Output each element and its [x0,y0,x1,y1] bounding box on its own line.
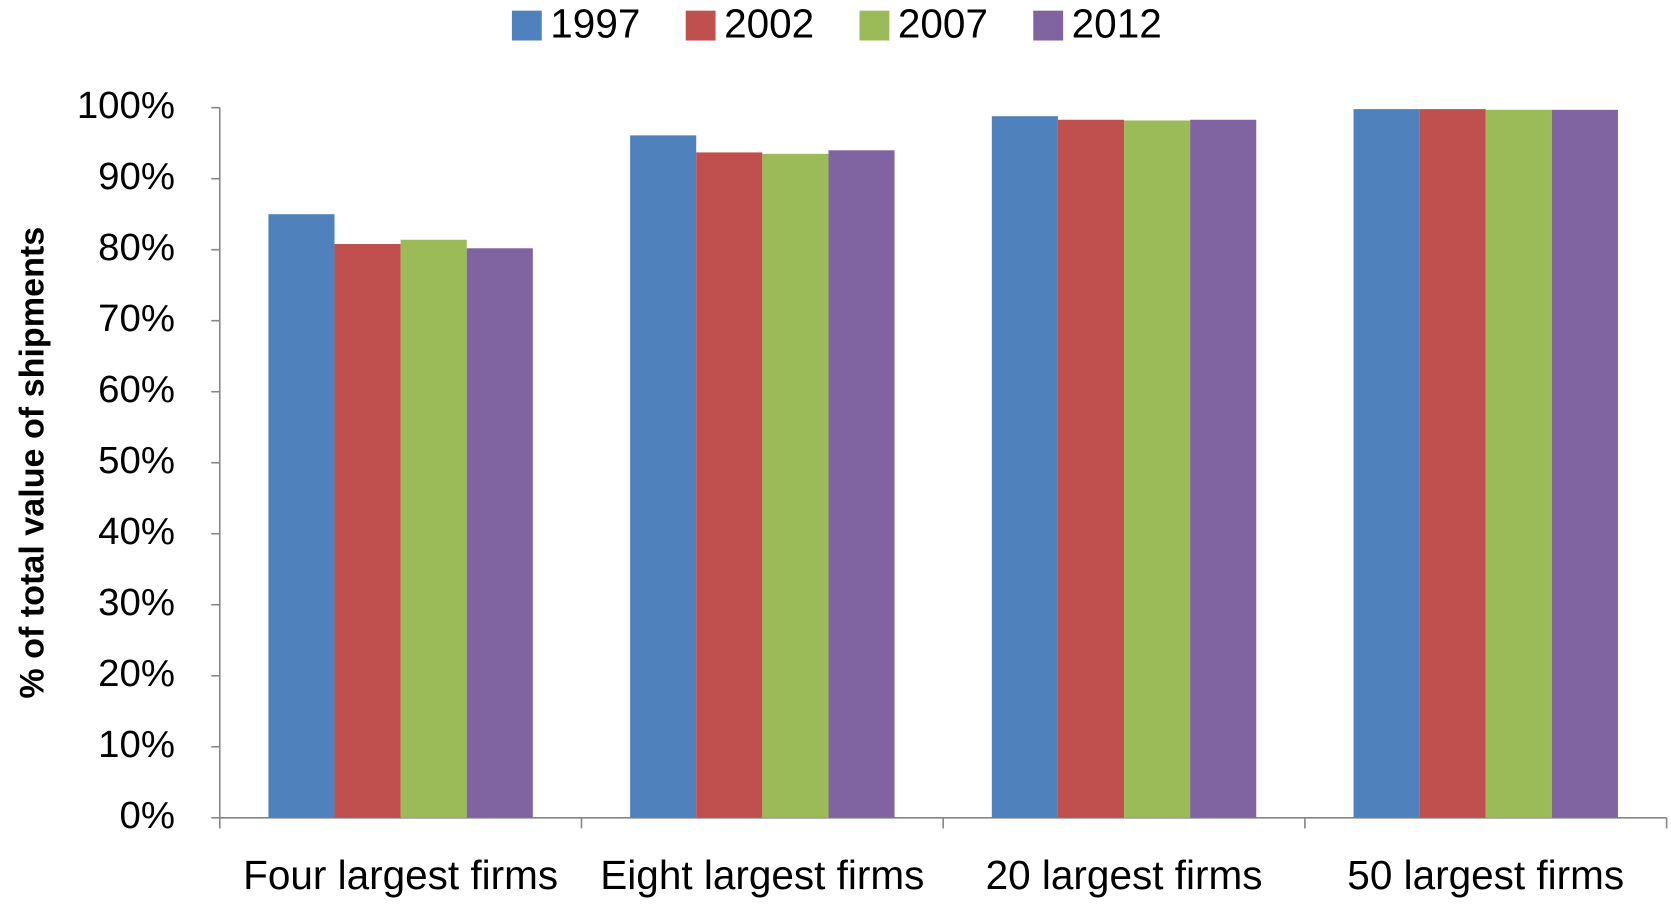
y-tick-label: 50% [98,439,175,482]
legend-label: 2002 [724,0,814,46]
bar [1419,109,1486,818]
bar [762,153,829,818]
y-tick-label: 40% [98,510,175,553]
x-tick-label: 50 largest firms [1347,852,1624,898]
legend-swatch [859,10,890,41]
y-axis-label: % of total value of shipments [13,227,51,699]
bar [268,214,335,818]
y-tick-label: 90% [98,155,175,198]
legend-label: 2007 [898,0,988,46]
x-tick-label: Four largest firms [243,852,558,898]
y-tick-label: 20% [98,652,175,695]
bar [334,244,401,818]
y-tick-label: 30% [98,581,175,624]
x-tick-label: Eight largest firms [600,852,924,898]
legend-swatch [511,10,542,41]
legend-label: 2012 [1072,0,1162,46]
bar [828,150,895,818]
y-tick-label: 10% [98,723,175,766]
x-tick-label: 20 largest firms [986,852,1263,898]
bar [1124,120,1191,818]
bar [1551,109,1618,818]
bar [1190,119,1257,818]
bar [1485,109,1552,818]
bar [400,239,467,818]
y-tick-label: 100% [77,84,175,127]
bar [1057,119,1125,818]
legend-swatch [1033,10,1064,41]
bar [696,152,763,818]
legend-label: 1997 [550,0,640,46]
y-tick-label: 70% [98,297,175,340]
bar [466,248,533,818]
legend-swatch [685,10,716,41]
bar [991,116,1058,818]
y-tick-label: 80% [98,226,175,269]
y-tick-label: 60% [98,368,175,411]
y-tick-label: 0% [120,794,175,837]
bar [1353,109,1420,818]
bar [630,135,697,818]
